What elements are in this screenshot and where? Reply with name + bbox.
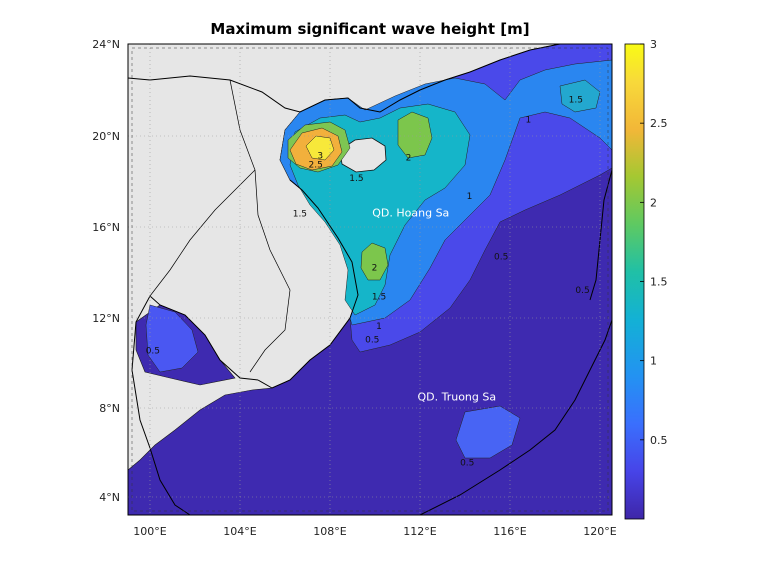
lat-tick-label: 12°N xyxy=(92,312,120,325)
colorbar-tick-label: 3 xyxy=(650,38,657,51)
contour-label: 1.5 xyxy=(569,95,583,105)
place-label: QD. Hoang Sa xyxy=(372,207,449,220)
plot-inner-frame xyxy=(131,47,609,512)
lon-tick-labels: 100°E 104°E 108°E 112°E 116°E 120°E xyxy=(133,525,616,538)
coastline-borneo xyxy=(419,319,612,515)
place-label: QD. Truong Sa xyxy=(417,391,496,404)
contour-label: 0.5 xyxy=(365,335,379,345)
lon-tick-label: 112°E xyxy=(403,525,436,538)
contour-label: 0.5 xyxy=(460,459,474,469)
coastline-gulf-thailand xyxy=(131,295,259,515)
coastline-china xyxy=(128,44,561,113)
lat-tick-label: 24°N xyxy=(92,38,120,51)
colorbar-tick-label: 2 xyxy=(650,196,657,209)
lat-tick-label: 4°N xyxy=(99,491,120,504)
contour-label: 1.5 xyxy=(349,174,363,184)
contour-label: 3 xyxy=(317,151,323,161)
lon-tick-label: 116°E xyxy=(493,525,526,538)
wave-level-2-east xyxy=(397,111,433,159)
hainan-island xyxy=(339,137,387,173)
wave-level-2-south xyxy=(360,242,389,281)
plot-frame xyxy=(127,43,613,516)
contour-label: 1 xyxy=(525,116,531,126)
coastline-vietnam xyxy=(257,179,359,389)
graticule xyxy=(128,44,612,515)
wave-level-0p5-spratly xyxy=(455,405,521,459)
contour-label: 1.5 xyxy=(372,293,386,303)
colorbar-tick-label: 2.5 xyxy=(650,117,668,130)
colorbar-tick-label: 0.5 xyxy=(650,434,668,447)
place-labels: QD. Hoang Sa QD. Truong Sa xyxy=(372,207,496,404)
lon-tick-label: 108°E xyxy=(313,525,346,538)
wave-field xyxy=(128,44,612,515)
contour-labels: 32.5 2 2 1.5 1.5 1.5 1.5 1 1 1 0.5 0.5 0.5 0.5 0.5 xyxy=(146,95,590,468)
contour-label: 2 xyxy=(406,154,412,164)
lat-tick-label: 20°N xyxy=(92,130,120,143)
colorbar-ticks: 3 2.5 2 1.5 1 0.5 xyxy=(640,38,668,447)
contour-label: 1 xyxy=(376,322,382,332)
lon-tick-label: 104°E xyxy=(223,525,256,538)
lat-tick-label: 16°N xyxy=(92,221,120,234)
colorbar-tick-label: 1 xyxy=(650,355,657,368)
country-borders xyxy=(149,79,291,373)
contour-label: 2.5 xyxy=(309,160,323,170)
chart-title: Maximum significant wave height [m] xyxy=(210,20,530,38)
colorbar-tick-label: 1.5 xyxy=(650,276,668,289)
contour-label: 0.5 xyxy=(146,347,160,357)
lat-tick-label: 8°N xyxy=(99,402,120,415)
contour-label: 2 xyxy=(372,264,378,274)
contour-label: 1 xyxy=(467,192,473,202)
contour-label: 0.5 xyxy=(494,252,508,262)
lat-tick-labels: 24°N 20°N 16°N 12°N 8°N 4°N xyxy=(92,38,120,504)
wave-level-1p5-luzon xyxy=(559,79,601,113)
contour-label: 0.5 xyxy=(575,286,589,296)
lon-tick-label: 100°E xyxy=(133,525,166,538)
contour-label: 1.5 xyxy=(293,210,307,220)
lon-tick-label: 120°E xyxy=(583,525,616,538)
